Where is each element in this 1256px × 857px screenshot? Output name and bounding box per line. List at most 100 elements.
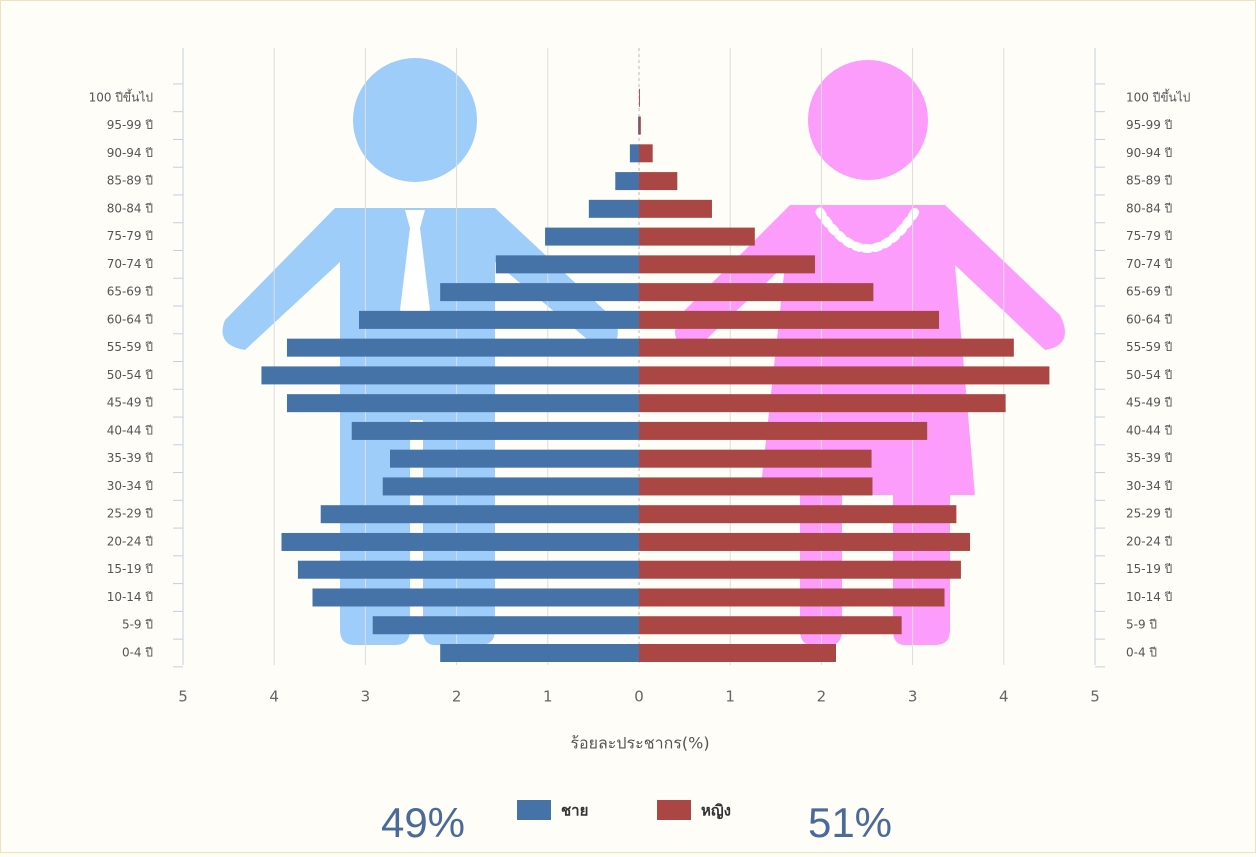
y-tick-label: 80-84 ปี xyxy=(107,201,153,215)
bar xyxy=(639,366,1050,385)
y-tick-label: 75-79 ปี xyxy=(1126,229,1172,243)
y-tick-label: 50-54 ปี xyxy=(107,368,153,382)
y-tick-label: 15-19 ปี xyxy=(107,562,153,576)
bar xyxy=(639,255,816,274)
annotation: 49% xyxy=(381,799,465,846)
x-tick-label: 4 xyxy=(269,688,279,706)
y-tick-label: 70-74 ปี xyxy=(1126,257,1172,271)
bar xyxy=(639,199,712,218)
male-icon xyxy=(222,58,618,645)
bar xyxy=(638,116,639,135)
y-tick-label: 5-9 ปี xyxy=(1126,618,1157,632)
annotation: 51% xyxy=(808,799,892,846)
bar xyxy=(297,560,639,579)
y-tick-label: 95-99 ปี xyxy=(107,118,153,132)
y-tick-label: 70-74 ปี xyxy=(107,257,153,271)
y-tick-label: 0-4 ปี xyxy=(122,646,153,660)
x-axis-label: ร้อยละประชากร(%) xyxy=(570,734,709,753)
bar xyxy=(639,338,1014,357)
y-tick-label: 75-79 ปี xyxy=(107,229,153,243)
y-tick-label: 25-29 ปี xyxy=(107,507,153,521)
bar xyxy=(372,616,639,635)
bar xyxy=(261,366,639,385)
x-tick-label: 4 xyxy=(999,688,1009,706)
legend-swatch xyxy=(517,800,551,820)
y-tick-label: 40-44 ปี xyxy=(1126,423,1172,437)
bar xyxy=(639,172,678,191)
bar xyxy=(495,255,639,274)
bar xyxy=(639,560,961,579)
x-tick-label: 3 xyxy=(908,688,918,706)
bar xyxy=(639,394,1006,413)
y-tick-label: 45-49 ปี xyxy=(1126,396,1172,410)
bar xyxy=(286,338,639,357)
bar xyxy=(359,310,639,329)
bar xyxy=(639,283,874,302)
y-tick-label: 35-39 ปี xyxy=(1126,451,1172,465)
y-tick-label: 60-64 ปี xyxy=(107,312,153,326)
y-tick-label: 55-59 ปี xyxy=(107,340,153,354)
bar xyxy=(639,88,640,107)
y-tick-label: 20-24 ปี xyxy=(1126,534,1172,548)
y-tick-label: 95-99 ปี xyxy=(1126,118,1172,132)
bar xyxy=(639,310,940,329)
bar xyxy=(545,227,639,246)
bar xyxy=(588,199,639,218)
y-tick-label: 40-44 ปี xyxy=(107,423,153,437)
legend-label: ชาย xyxy=(561,802,588,820)
x-tick-label: 5 xyxy=(1090,688,1100,706)
x-tick-label: 5 xyxy=(178,688,188,706)
bar xyxy=(639,144,653,163)
bar xyxy=(286,394,639,413)
y-tick-label: 10-14 ปี xyxy=(1126,590,1172,604)
bar xyxy=(629,144,639,163)
bar xyxy=(351,421,639,440)
bar xyxy=(639,477,873,496)
bar xyxy=(639,588,945,607)
y-tick-label: 15-19 ปี xyxy=(1126,562,1172,576)
y-tick-label: 65-69 ปี xyxy=(1126,285,1172,299)
bar xyxy=(281,532,639,551)
y-tick-label: 25-29 ปี xyxy=(1126,507,1172,521)
bar xyxy=(639,505,957,524)
y-tick-label: 30-34 ปี xyxy=(107,479,153,493)
bar xyxy=(639,449,872,468)
bar xyxy=(615,172,639,191)
bar xyxy=(639,616,902,635)
legend-label: หญิง xyxy=(701,802,731,820)
y-tick-label: 65-69 ปี xyxy=(107,285,153,299)
y-tick-label: 60-64 ปี xyxy=(1126,312,1172,326)
x-tick-label: 3 xyxy=(361,688,371,706)
y-tick-label: 100 ปีขึ้นไป xyxy=(89,88,153,104)
x-tick-label: 2 xyxy=(817,688,827,706)
x-tick-label: 1 xyxy=(725,688,735,706)
y-tick-label: 50-54 ปี xyxy=(1126,368,1172,382)
y-tick-label: 45-49 ปี xyxy=(107,396,153,410)
y-tick-label: 35-39 ปี xyxy=(107,451,153,465)
x-tick-label: 2 xyxy=(452,688,462,706)
y-tick-label: 5-9 ปี xyxy=(122,618,153,632)
y-tick-label: 0-4 ปี xyxy=(1126,646,1157,660)
bar xyxy=(382,477,639,496)
y-tick-label: 80-84 ปี xyxy=(1126,201,1172,215)
bar xyxy=(440,644,639,662)
bar xyxy=(440,283,639,302)
bar xyxy=(639,116,641,135)
y-tick-label: 10-14 ปี xyxy=(107,590,153,604)
bar xyxy=(320,505,639,524)
y-tick-label: 85-89 ปี xyxy=(107,174,153,188)
bar xyxy=(639,227,755,246)
y-tick-label: 85-89 ปี xyxy=(1126,174,1172,188)
bar xyxy=(390,449,639,468)
x-tick-label: 1 xyxy=(543,688,553,706)
y-tick-label: 90-94 ปี xyxy=(107,146,153,160)
bar xyxy=(639,421,928,440)
legend-swatch xyxy=(657,800,691,820)
bar xyxy=(639,532,971,551)
x-tick-label: 0 xyxy=(634,688,644,706)
y-tick-label: 90-94 ปี xyxy=(1126,146,1172,160)
y-tick-label: 100 ปีขึ้นไป xyxy=(1126,88,1190,104)
y-tick-label: 30-34 ปี xyxy=(1126,479,1172,493)
bar xyxy=(639,644,836,662)
